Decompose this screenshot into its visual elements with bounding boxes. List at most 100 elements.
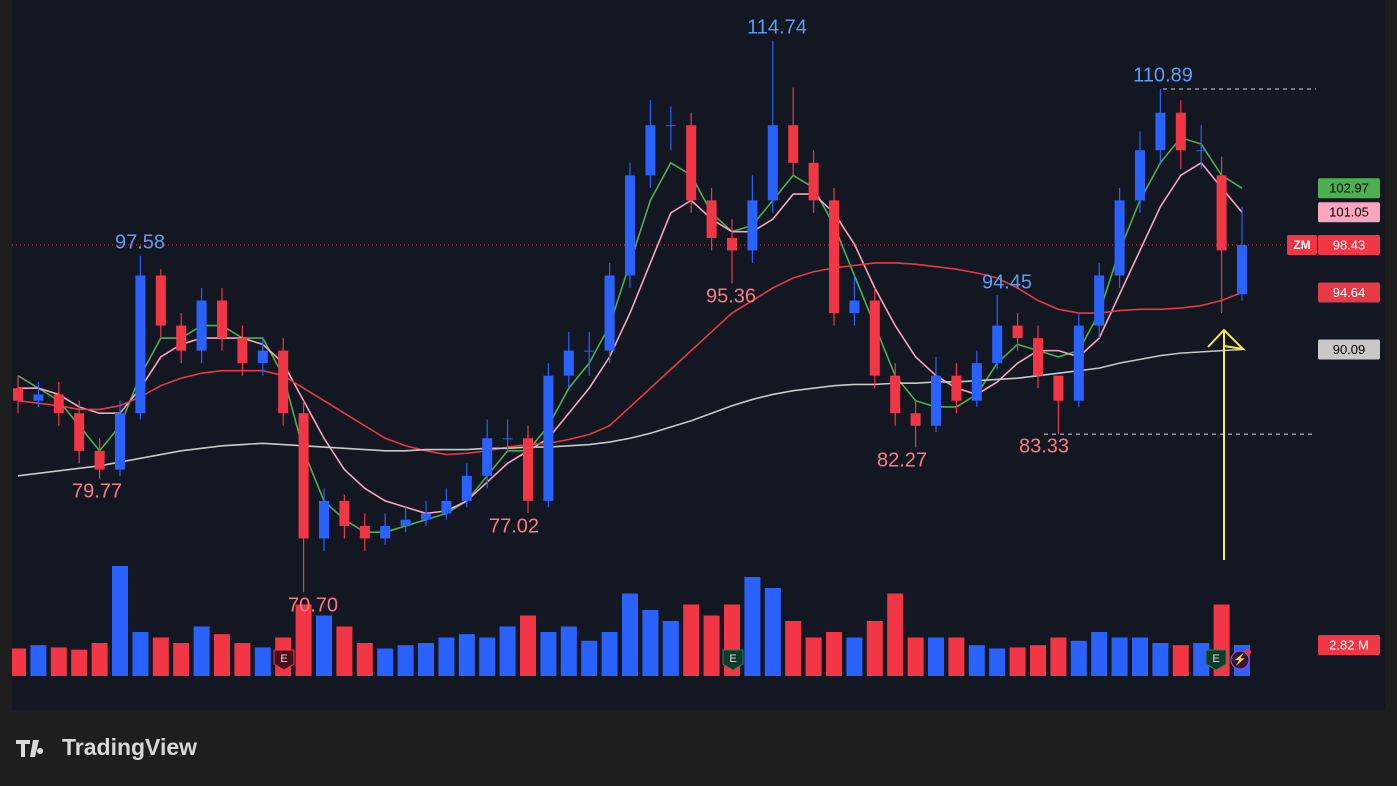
candle-body [135, 275, 146, 414]
volume-bar [132, 632, 149, 676]
candle-body [1155, 112, 1166, 151]
volume-bar [234, 643, 251, 676]
volume-bar [601, 632, 618, 676]
candle-body [869, 300, 880, 376]
candle-body [604, 275, 615, 351]
last-price-label-box [1318, 235, 1380, 256]
volume-bar [662, 621, 679, 676]
svg-text:E: E [729, 653, 736, 665]
svg-text:E: E [1212, 653, 1219, 665]
candle-body [421, 513, 431, 520]
ma-value-label: 90.09 [1333, 342, 1366, 357]
symbol-box [1287, 235, 1317, 256]
candle-body [13, 388, 23, 401]
volume-bar [560, 626, 577, 676]
volume-bar [846, 637, 863, 676]
candle-body [951, 375, 962, 401]
volume-bar [397, 645, 414, 676]
volume-bar [744, 577, 761, 676]
volume-bar [764, 588, 781, 676]
candle-body [461, 475, 472, 501]
candle-body [33, 394, 44, 401]
extreme-label: 114.74 [747, 16, 807, 38]
volume-bar [1070, 640, 1087, 676]
candle-body [1073, 325, 1084, 401]
candle-body [910, 413, 921, 426]
volume-bar [1132, 637, 1148, 676]
volume-bar [948, 637, 965, 676]
candle-body [971, 363, 982, 401]
candle-body [380, 525, 391, 539]
ma-value-label-box [1318, 202, 1380, 223]
extreme-label: 82.27 [877, 449, 927, 471]
candle-body [1237, 245, 1247, 295]
extreme-label: 95.36 [706, 285, 756, 307]
volume-bar [1111, 637, 1128, 676]
arrow [1207, 328, 1246, 560]
volume-bar [1030, 645, 1046, 676]
candle-body [686, 125, 697, 201]
candle-body [1094, 275, 1105, 326]
candle-body [890, 375, 901, 414]
volume-bar [1009, 647, 1026, 676]
volume-bar [642, 610, 659, 676]
candle-body [645, 125, 656, 176]
volume-bar [295, 604, 312, 676]
volume-bar [91, 643, 108, 676]
candle-body [482, 438, 493, 476]
volume-bar [1091, 632, 1108, 676]
volume-bar [316, 615, 332, 676]
volume-value-label: 2.82 M [1329, 637, 1369, 652]
candle-body [543, 375, 554, 501]
candle-body [257, 350, 268, 364]
candle-body [176, 325, 187, 351]
volume-bar [785, 621, 802, 676]
candle-body [706, 200, 717, 238]
candle-body [94, 450, 105, 470]
candle-body [665, 125, 676, 127]
volume-bar [438, 637, 455, 676]
candle-body [1216, 175, 1227, 251]
volume-bar [540, 632, 557, 676]
volume-bar [622, 593, 638, 676]
volume-bar [520, 615, 536, 676]
candle-body [196, 300, 207, 351]
volume-bar [826, 632, 842, 676]
candle-body [400, 519, 411, 526]
svg-text:⚡: ⚡ [1233, 653, 1247, 666]
candle-body [155, 275, 166, 326]
volume-bar [703, 615, 720, 676]
candle-body [829, 200, 839, 314]
ma-value-label: 102.97 [1329, 181, 1369, 196]
extreme-label: 77.02 [489, 515, 539, 537]
candle-body [278, 350, 289, 414]
symbol: ZM [1293, 238, 1310, 252]
volume-bar [336, 626, 353, 676]
candle-body [339, 500, 350, 526]
chart-background [12, 0, 1385, 710]
volume-bar [12, 648, 26, 676]
volume-bar [1172, 645, 1189, 676]
candle-body [1135, 150, 1145, 201]
volume-bar [254, 647, 271, 676]
candle-body [298, 413, 309, 539]
earnings-icon: E E E ⚡ [273, 649, 1251, 671]
candle-body [808, 162, 819, 201]
volume-bar [968, 645, 985, 676]
volume-bar [928, 637, 944, 676]
extreme-label: 83.33 [1019, 435, 1069, 457]
volume-bar [866, 621, 883, 676]
candle-body [523, 438, 533, 501]
candle-body [584, 350, 595, 352]
volume-value-label-box [1318, 634, 1380, 655]
candle-body [1012, 325, 1023, 339]
extreme-label: 70.70 [288, 594, 338, 616]
volume-bar [173, 643, 190, 676]
candle-body [727, 237, 737, 251]
volume-bar [887, 593, 904, 676]
extreme-label: 94.45 [982, 271, 1032, 293]
candle-body [767, 125, 778, 201]
candle-body [1196, 150, 1207, 152]
volume-bar [1050, 637, 1067, 676]
candle-body [237, 338, 248, 364]
